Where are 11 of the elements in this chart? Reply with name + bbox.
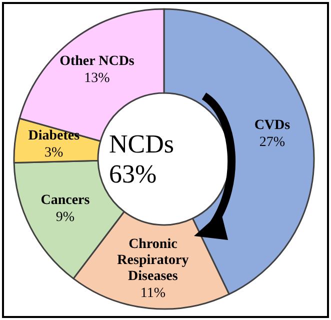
slice-label: Diabetes [28,128,80,144]
slice-label: CVDs [254,118,291,133]
data-label: 3% [44,146,64,161]
data-label: 9% [56,210,75,226]
slice-label: Other NCDs [60,54,135,70]
slice-label: Chronic Respiratory Diseases [117,236,189,284]
text: NCDs 63% [109,130,181,188]
data-label: 27% [259,134,286,150]
slice-label: Cancers [40,193,90,208]
data-label: 13% [84,71,110,86]
data-label: 11% [140,286,166,301]
